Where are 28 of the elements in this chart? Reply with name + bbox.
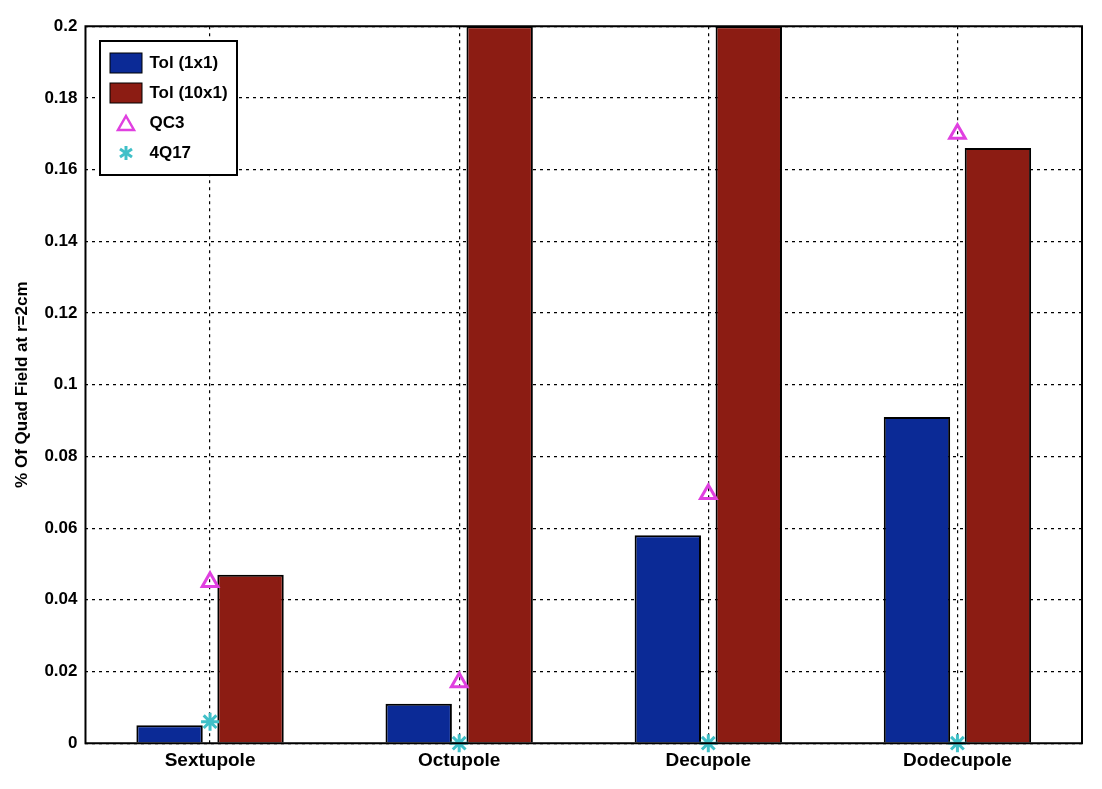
point xyxy=(200,571,220,588)
x-tick-label: Dodecupole xyxy=(903,748,1012,770)
y-tick-label: 0.16 xyxy=(44,159,78,179)
point xyxy=(699,483,718,501)
x-tick-label: Octupole xyxy=(418,748,501,770)
y-tick-label: 0.1 xyxy=(53,374,78,394)
x-tick-label: Decupole xyxy=(665,748,752,770)
point xyxy=(697,732,719,754)
legend-label: Tol (10x1) xyxy=(149,83,228,104)
legend-label: 4Q17 xyxy=(149,143,192,164)
legend-label: QC3 xyxy=(149,113,185,134)
y-tick-label: 0.18 xyxy=(44,87,78,107)
point xyxy=(449,671,469,689)
x-tick-label: Sextupole xyxy=(164,748,256,770)
y-tick-label: 0 xyxy=(68,732,78,752)
point xyxy=(946,732,968,754)
y-tick-label: 0.06 xyxy=(44,517,78,537)
point xyxy=(948,123,967,140)
y-tick-label: 0.12 xyxy=(44,302,78,322)
y-tick-label: 0.02 xyxy=(44,661,78,681)
y-axis-title: % Of Quad Field at r=2cm xyxy=(11,281,31,488)
y-tick-label: 0.04 xyxy=(44,589,79,609)
point xyxy=(448,732,470,754)
legend-label: Tol (1x1) xyxy=(149,53,219,74)
y-tick-label: 0.14 xyxy=(44,230,79,250)
y-tick-label: 0.08 xyxy=(44,446,78,466)
point xyxy=(199,711,221,733)
y-tick-label: 0.2 xyxy=(53,15,78,35)
